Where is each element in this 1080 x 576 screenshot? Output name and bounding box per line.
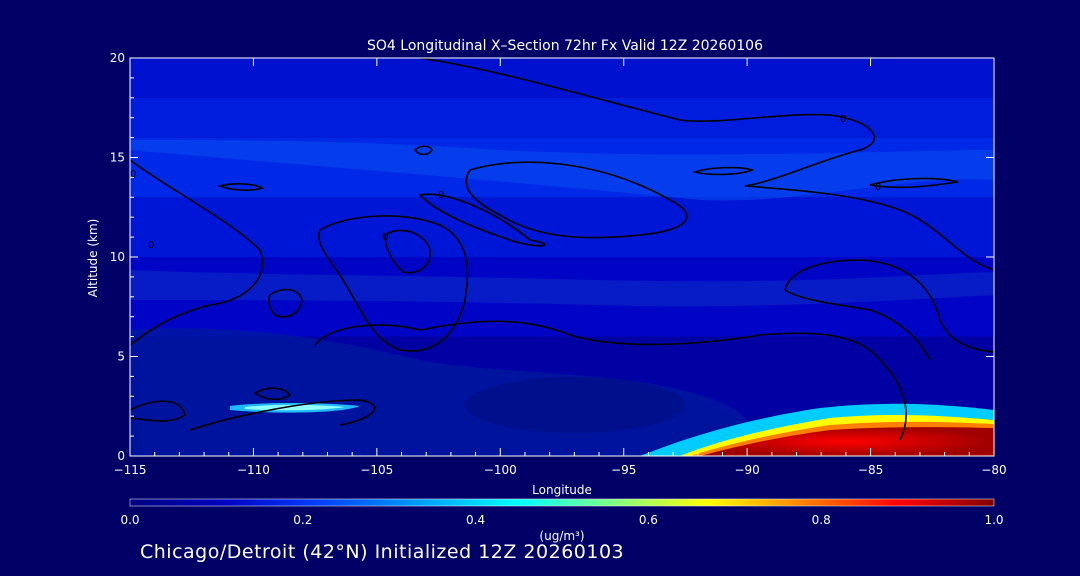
y-tick-label: 0 bbox=[117, 449, 125, 463]
colorbar-ticks: 0.0 0.2 0.4 0.6 0.8 1.0 bbox=[120, 513, 1003, 527]
x-tick-label: −80 bbox=[981, 463, 1006, 477]
mid-band-dark bbox=[130, 270, 994, 307]
x-tick-label: −90 bbox=[734, 463, 759, 477]
y-axis: 0 5 10 15 20 bbox=[110, 51, 994, 463]
heatmap-band bbox=[130, 97, 994, 138]
x-tick-label: −85 bbox=[858, 463, 883, 477]
y-tick-label: 10 bbox=[110, 250, 125, 264]
contour-lines bbox=[130, 58, 994, 441]
contour-line bbox=[130, 400, 186, 422]
contour-line bbox=[418, 193, 546, 247]
contour-line bbox=[189, 399, 376, 431]
x-tick-label: −95 bbox=[611, 463, 636, 477]
y-tick-label: 5 bbox=[117, 350, 125, 364]
contour-label: 0 bbox=[438, 190, 444, 201]
colorbar-gradient bbox=[130, 499, 994, 506]
upper-band-light bbox=[130, 140, 994, 201]
heatmap-band bbox=[130, 197, 994, 257]
cyan-layer-west-core bbox=[245, 404, 345, 411]
x-tick-label: −100 bbox=[484, 463, 517, 477]
contour-line bbox=[253, 387, 292, 401]
colorbar-tick-label: 0.0 bbox=[120, 513, 139, 527]
contour-line bbox=[692, 166, 755, 176]
contour-line bbox=[784, 289, 931, 361]
contour-line bbox=[869, 177, 959, 189]
contour-line bbox=[217, 183, 264, 191]
contour-line bbox=[419, 58, 994, 271]
contour-line bbox=[413, 145, 433, 156]
plot-area: 0 0 0 0 0 0 bbox=[130, 58, 994, 456]
plume-core bbox=[700, 427, 994, 456]
colorbar-frame bbox=[129, 498, 995, 507]
contour-label: 0 bbox=[840, 114, 846, 125]
contour-line bbox=[465, 161, 688, 239]
contour-line bbox=[314, 320, 907, 441]
y-tick-label: 20 bbox=[110, 51, 125, 65]
x-tick-label: −115 bbox=[114, 463, 147, 477]
x-tick-label: −105 bbox=[360, 463, 393, 477]
y-axis-label: Altitude (km) bbox=[86, 219, 100, 298]
colorbar-tick-label: 0.8 bbox=[812, 513, 831, 527]
contour-label: 0 bbox=[875, 182, 881, 193]
colorbar: 0.0 0.2 0.4 0.6 0.8 1.0 (ug/m³) bbox=[120, 498, 1004, 543]
heatmap-band bbox=[130, 58, 994, 98]
contour-label: 0 bbox=[148, 240, 154, 251]
colorbar-tick-label: 0.4 bbox=[466, 513, 485, 527]
colorbar-tick-label: 0.2 bbox=[293, 513, 312, 527]
contour-line bbox=[318, 215, 469, 352]
contour-line bbox=[268, 288, 303, 318]
contour-line bbox=[130, 159, 264, 346]
colorbar-unit-label: (ug/m³) bbox=[539, 529, 584, 543]
contour-line bbox=[784, 259, 994, 353]
y-tick-label: 15 bbox=[110, 151, 125, 165]
footer-caption: Chicago/Detroit (42°N) Initialized 12Z 2… bbox=[140, 541, 625, 563]
contour-line bbox=[384, 229, 431, 274]
low-minimum-dark bbox=[465, 377, 685, 433]
chart-title: SO4 Longitudinal X–Section 72hr Fx Valid… bbox=[367, 38, 763, 54]
contour-label: 0 bbox=[130, 169, 136, 180]
x-minor-ticks bbox=[154, 452, 970, 456]
contour-label: 0 bbox=[382, 232, 388, 243]
x-axis: −115 −110 −105 −100 −95 −90 −85 −80 bbox=[114, 58, 1007, 477]
colorbar-tick-label: 1.0 bbox=[984, 513, 1003, 527]
contour-labels: 0 0 0 0 0 0 bbox=[130, 114, 881, 251]
x-axis-label: Longitude bbox=[532, 483, 592, 497]
x-tick-label: −110 bbox=[237, 463, 270, 477]
colorbar-tick-label: 0.6 bbox=[639, 513, 658, 527]
